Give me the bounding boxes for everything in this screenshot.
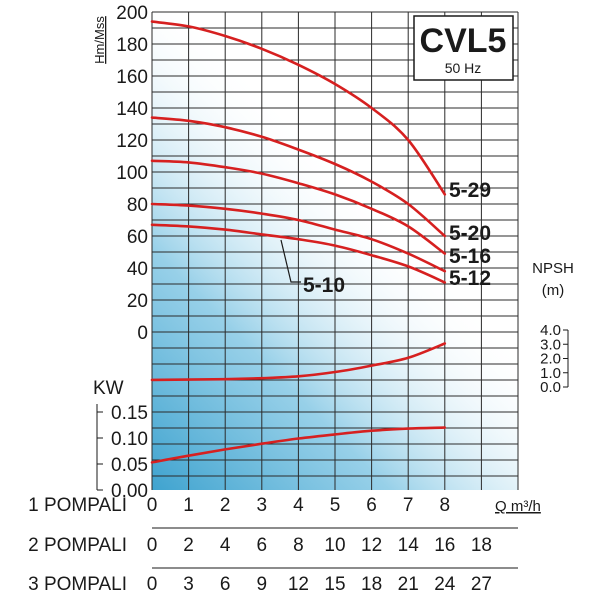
pump-scale-tick: 8	[293, 535, 304, 556]
head-tick-label: 200	[116, 3, 148, 24]
series-label-5-10: 5-10	[303, 274, 345, 297]
pump-scale-tick: 6	[366, 495, 377, 516]
chart-title: CVL5	[420, 22, 507, 60]
pump-scale-tick: 15	[324, 574, 345, 595]
series-label-5-12: 5-12	[449, 267, 491, 290]
curves: 5-29 5-205-165-12 5-10	[150, 20, 491, 464]
pump-scale-tick: 0	[147, 574, 158, 595]
head-tick-label: 100	[116, 163, 148, 184]
series-5-10-leader	[280, 239, 301, 283]
npsh-tick-label: 2.0	[540, 351, 561, 368]
power-curve	[150, 426, 447, 464]
pump-scale-tick: 8	[440, 495, 451, 516]
pump-scale-tick: 1	[183, 495, 194, 516]
pump-scale-label: 3 POMPALI	[28, 574, 127, 595]
pump-scale-tick: 6	[220, 574, 231, 595]
head-curve-5-12	[150, 202, 447, 273]
grid-lines	[151, 11, 519, 490]
pump-scale-tick: 4	[293, 495, 304, 516]
head-curve-5-16	[150, 159, 447, 255]
head-tick-label: 160	[116, 67, 148, 88]
power-tick-label: 0.15	[111, 403, 148, 424]
head-curve-5-29	[150, 20, 447, 196]
pump-scale-tick: 0	[147, 495, 158, 516]
series-label-5-20: 5-20	[449, 222, 491, 245]
head-tick-label: 60	[127, 227, 148, 248]
pump-scale-tick: 0	[147, 535, 158, 556]
npsh-curve	[150, 342, 447, 382]
pump-scale-tick: 2	[220, 495, 231, 516]
pump-scale-tick: 16	[434, 535, 455, 556]
head-tick-label: 20	[127, 291, 148, 312]
pump-scale-tick: 14	[398, 535, 420, 556]
pump-scale-tick: 6	[257, 535, 268, 556]
series-label-5-16: 5-16	[449, 245, 491, 268]
pump-scale-tick: 10	[324, 535, 345, 556]
power-tick-label: 0.10	[111, 429, 148, 450]
pump-scale-tick: 27	[471, 574, 492, 595]
npsh-tick-label: 0.0	[540, 379, 561, 396]
npsh-axis-label: NPSH	[532, 260, 574, 277]
pump-scale-tick: 18	[471, 535, 492, 556]
head-axis-label: Hm/Mss	[92, 16, 107, 64]
power-axis-label: KW	[93, 378, 124, 399]
head-curve-5-10	[150, 223, 447, 284]
pump-scale-label: 2 POMPALI	[28, 535, 127, 556]
npsh-tick-label: 3.0	[540, 336, 561, 353]
pump-scale-tick: 3	[257, 495, 268, 516]
pump-scale-tick: 12	[288, 574, 309, 595]
head-tick-label: 140	[116, 99, 148, 120]
power-tick-label: 0.05	[111, 455, 148, 476]
head-curve-5-20	[150, 116, 447, 238]
pump-scale-label: 1 POMPALI	[28, 495, 127, 516]
pump-scale-tick: 9	[257, 574, 268, 595]
pump-scale-tick: 5	[330, 495, 341, 516]
chart-subtitle: 50 Hz	[445, 60, 482, 76]
npsh-axis-unit: (m)	[542, 282, 565, 299]
npsh-tick-label: 4.0	[540, 322, 561, 339]
pump-scale-tick: 21	[398, 574, 419, 595]
power-tick-label: 0.00	[111, 481, 148, 502]
pump-scale-tick: 12	[361, 535, 382, 556]
head-tick-label: 80	[127, 195, 148, 216]
pump-scale-tick: 7	[403, 495, 414, 516]
pump-scale-tick: 3	[183, 574, 194, 595]
head-tick-label: 180	[116, 35, 148, 56]
head-tick-label: 0	[137, 323, 148, 344]
axes: 020406080100120140160180200Hm/Mss0.01.02…	[28, 3, 574, 595]
x-axis-label: Q m³/h	[495, 498, 541, 515]
title-box: CVL5 50 Hz	[413, 15, 514, 81]
series-label-5-29: 5-29	[449, 179, 491, 202]
pump-scale-tick: 18	[361, 574, 382, 595]
head-tick-label: 120	[116, 131, 148, 152]
pump-scale-tick: 4	[220, 535, 231, 556]
pump-scale-tick: 2	[183, 535, 194, 556]
pump-scale-tick: 24	[434, 574, 456, 595]
npsh-tick-label: 1.0	[540, 365, 561, 382]
head-tick-label: 40	[127, 259, 148, 280]
